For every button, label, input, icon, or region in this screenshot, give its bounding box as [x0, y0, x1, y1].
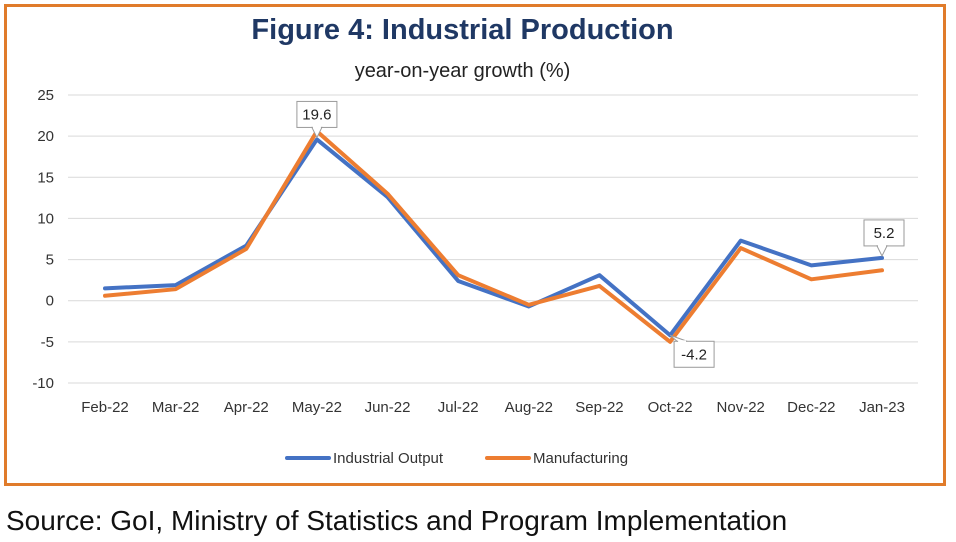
data-label-text: 5.2: [874, 225, 895, 242]
x-tick-label: Dec-22: [787, 399, 835, 416]
data-point: [528, 304, 530, 306]
y-tick-label: -5: [41, 334, 54, 351]
x-tick-label: Jan-23: [859, 399, 905, 416]
x-tick-label: Jul-22: [438, 399, 479, 416]
x-tick-label: Oct-22: [648, 399, 693, 416]
chart-frame: [4, 4, 946, 486]
legend-label: Industrial Output: [333, 450, 444, 467]
y-tick-label: 5: [46, 252, 54, 269]
data-point: [104, 287, 106, 290]
chart-subtitle: year-on-year growth (%): [354, 60, 571, 82]
x-tick-label: May-22: [292, 399, 342, 416]
x-tick-label: Nov-22: [717, 399, 765, 416]
legend: Industrial Output Manufacturing: [285, 450, 628, 467]
legend-label: Manufacturing: [533, 450, 628, 467]
data-point: [669, 341, 671, 343]
data-point: [810, 278, 813, 281]
y-tick-label: 0: [46, 293, 54, 310]
data-label: -4.2: [669, 334, 715, 368]
x-tick-label: Jun-22: [365, 399, 411, 416]
y-tick-label: -10: [32, 375, 54, 392]
data-point: [245, 248, 248, 250]
data-point: [174, 288, 177, 290]
data-point: [598, 285, 601, 287]
data-point: [457, 274, 459, 277]
series-line-manufacturing: [103, 129, 884, 344]
legend-item: Industrial Output: [285, 450, 444, 467]
x-tick-label: Aug-22: [505, 399, 553, 416]
data-label: 5.2: [863, 219, 905, 258]
data-labels: 19.6 -4.2 5.2: [296, 100, 905, 368]
y-axis: -10 -5 0 5 10 15 20 25: [32, 87, 54, 392]
data-point: [457, 280, 459, 282]
x-tick-label: Apr-22: [224, 399, 269, 416]
y-tick-label: 25: [37, 87, 54, 104]
data-point: [881, 269, 883, 272]
x-axis: Feb-22 Mar-22 Apr-22 May-22 Jun-22 Jul-22 Aug-…: [81, 399, 905, 416]
data-label-box: [673, 340, 715, 368]
data-point: [316, 138, 318, 141]
data-point: [104, 294, 106, 297]
data-point: [881, 257, 883, 259]
data-label-text: -4.2: [681, 346, 707, 363]
gridlines: [68, 94, 918, 384]
data-point: [739, 247, 742, 249]
chart-title: Figure 4: Industrial Production: [251, 14, 674, 46]
data-label-pointer: [876, 245, 888, 258]
data-point: [810, 264, 813, 267]
data-label: 19.6: [296, 100, 338, 139]
x-tick-label: Feb-22: [81, 399, 129, 416]
series-lines: [103, 129, 884, 344]
data-point: [598, 274, 601, 277]
data-point: [739, 239, 742, 242]
data-label-text: 19.6: [302, 106, 331, 123]
y-tick-label: 20: [37, 128, 54, 145]
data-point: [174, 284, 177, 286]
series-line-industrial-output: [103, 137, 884, 338]
legend-item: Manufacturing: [485, 450, 628, 467]
data-label-box: [863, 219, 905, 247]
y-tick-label: 15: [37, 169, 54, 186]
x-tick-label: Mar-22: [152, 399, 200, 416]
x-tick-label: Sep-22: [575, 399, 623, 416]
data-point: [386, 192, 389, 195]
source-note: Source: GoI, Ministry of Statistics and …: [6, 505, 788, 536]
y-tick-label: 10: [37, 210, 54, 227]
